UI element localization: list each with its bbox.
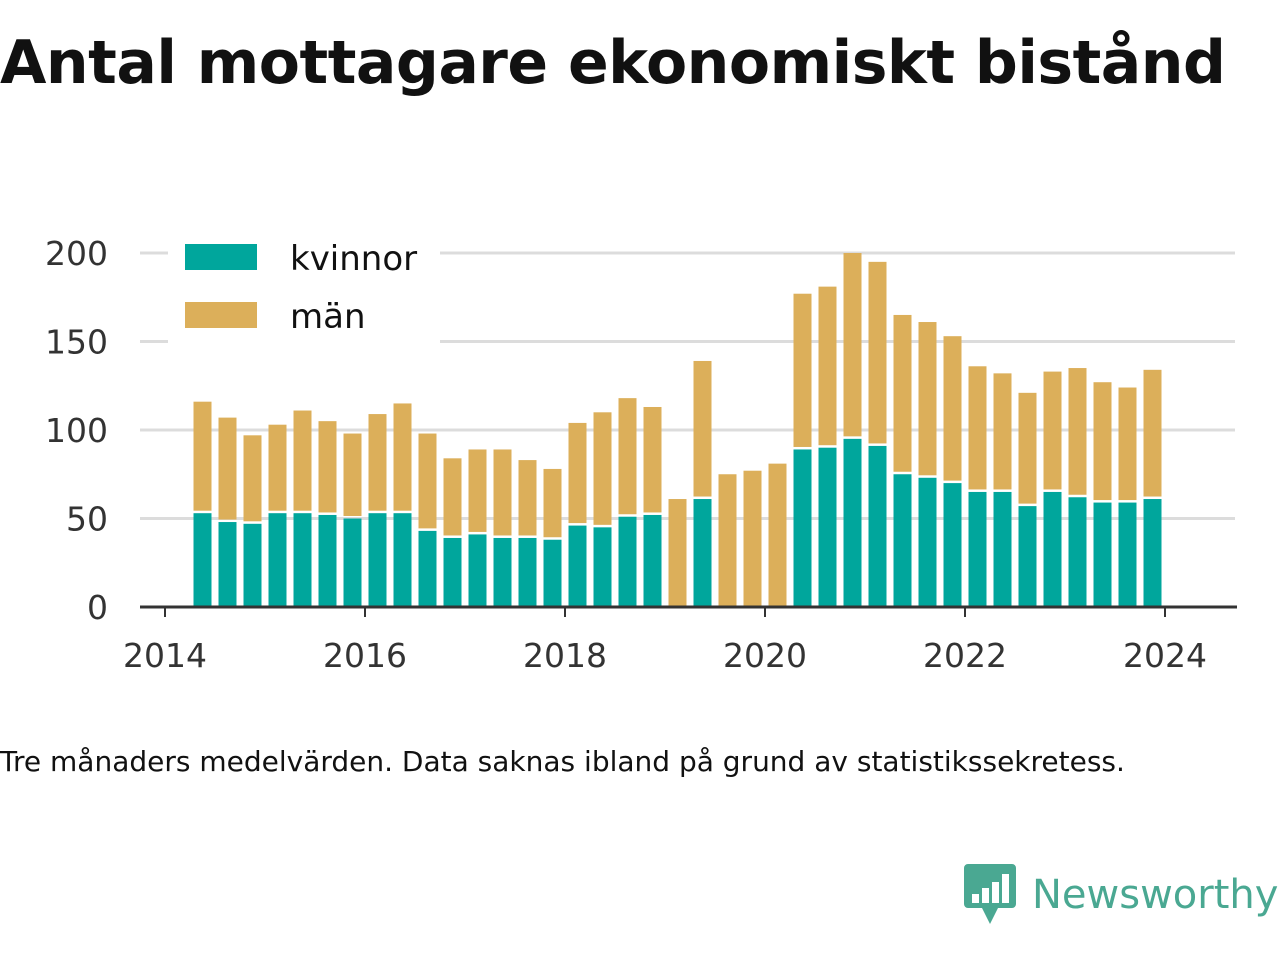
- bar-man: [893, 314, 912, 472]
- y-tick-label: 150: [45, 323, 108, 362]
- bar-man: [768, 463, 787, 607]
- bar-man: [193, 401, 212, 511]
- bar-man: [1018, 392, 1037, 504]
- bar-man: [468, 449, 487, 532]
- bar-man: [418, 433, 437, 529]
- bar-kvinnor: [518, 537, 537, 607]
- bar-group: [193, 253, 1162, 607]
- bar-kvinnor: [1043, 491, 1062, 607]
- newsworthy-chart-icon: [964, 864, 1016, 924]
- bar-man: [393, 403, 412, 511]
- bar-kvinnor: [918, 477, 937, 607]
- bar-man: [443, 458, 462, 536]
- bar-kvinnor: [643, 514, 662, 607]
- axes: 0 50 100 150 200 2014 2016 2018 2020 2022 2024: [45, 234, 1237, 675]
- stacked-bar-chart: 0 50 100 150 200 2014 2016 2018 2020 2022 2024 kvi…: [45, 232, 1237, 675]
- bar-kvinnor: [893, 474, 912, 607]
- legend: kvinnor män: [168, 232, 440, 344]
- legend-swatch: [185, 302, 257, 328]
- bar-man: [1043, 371, 1062, 490]
- x-tick-label: 2024: [1123, 636, 1207, 675]
- bar-man: [293, 410, 312, 511]
- bar-man: [1093, 382, 1112, 501]
- newsworthy-logo: Newsworthy: [964, 864, 1278, 926]
- x-tick-label: 2018: [523, 636, 607, 675]
- bar-kvinnor: [1143, 499, 1162, 607]
- bar-kvinnor: [243, 523, 262, 607]
- chart-caption: Tre månaders medelvärden. Data saknas ib…: [0, 745, 1125, 778]
- x-tick-label: 2014: [123, 636, 207, 675]
- x-tick-label: 2020: [723, 636, 807, 675]
- bar-kvinnor: [193, 513, 212, 607]
- bar-man: [218, 417, 237, 520]
- y-tick-label: 200: [45, 234, 108, 273]
- bar-kvinnor: [593, 527, 612, 607]
- bar-kvinnor: [568, 525, 587, 607]
- bar-kvinnor: [693, 499, 712, 607]
- bar-man: [943, 336, 962, 481]
- bar-man: [743, 470, 762, 607]
- bar-kvinnor: [943, 483, 962, 607]
- bar-kvinnor: [1093, 502, 1112, 607]
- bar-kvinnor: [493, 537, 512, 607]
- bar-man: [593, 412, 612, 525]
- bar-kvinnor: [218, 522, 237, 607]
- bar-kvinnor: [418, 530, 437, 607]
- bar-man: [843, 253, 862, 437]
- bar-kvinnor: [543, 539, 562, 607]
- y-tick-label: 0: [87, 588, 108, 627]
- bar-man: [368, 414, 387, 511]
- bar-man: [993, 373, 1012, 490]
- bar-kvinnor: [1118, 502, 1137, 607]
- bar-man: [793, 293, 812, 447]
- bar-man: [818, 286, 837, 446]
- bar-man: [343, 433, 362, 516]
- bar-kvinnor: [843, 438, 862, 607]
- x-tick-label: 2022: [923, 636, 1007, 675]
- bar-kvinnor: [468, 534, 487, 607]
- bar-kvinnor: [393, 513, 412, 607]
- bar-kvinnor: [443, 537, 462, 607]
- bar-man: [968, 366, 987, 490]
- bar-kvinnor: [1018, 506, 1037, 607]
- bar-man: [268, 424, 287, 511]
- bar-man: [568, 422, 587, 524]
- bar-kvinnor: [618, 516, 637, 607]
- bar-kvinnor: [318, 514, 337, 607]
- bar-man: [243, 435, 262, 522]
- bar-man: [1143, 369, 1162, 497]
- bar-man: [543, 468, 562, 538]
- bar-kvinnor: [793, 449, 812, 607]
- page-title: Antal mottagare ekonomiskt bistånd: [0, 28, 1226, 98]
- bar-kvinnor: [968, 491, 987, 607]
- bar-man: [643, 406, 662, 513]
- bar-kvinnor: [293, 513, 312, 607]
- legend-label: kvinnor: [290, 239, 417, 279]
- bar-kvinnor: [1068, 497, 1087, 607]
- legend-label: män: [290, 297, 366, 337]
- bar-man: [693, 360, 712, 497]
- bar-man: [918, 322, 937, 476]
- bar-man: [1068, 368, 1087, 495]
- bar-man: [868, 261, 887, 444]
- bar-man: [493, 449, 512, 536]
- bar-man: [618, 398, 637, 515]
- y-tick-label: 100: [45, 411, 108, 450]
- bar-kvinnor: [818, 447, 837, 607]
- bar-kvinnor: [868, 445, 887, 607]
- x-tick-label: 2016: [323, 636, 407, 675]
- bar-kvinnor: [343, 518, 362, 607]
- y-tick-label: 50: [66, 500, 108, 539]
- bar-man: [718, 474, 737, 607]
- bar-kvinnor: [993, 491, 1012, 607]
- bar-kvinnor: [268, 513, 287, 607]
- bar-kvinnor: [368, 513, 387, 607]
- bar-man: [318, 421, 337, 513]
- bar-man: [1118, 387, 1137, 501]
- legend-swatch: [185, 244, 257, 270]
- logo-text: Newsworthy: [1032, 872, 1279, 918]
- bar-man: [518, 460, 537, 536]
- bar-man: [668, 499, 687, 607]
